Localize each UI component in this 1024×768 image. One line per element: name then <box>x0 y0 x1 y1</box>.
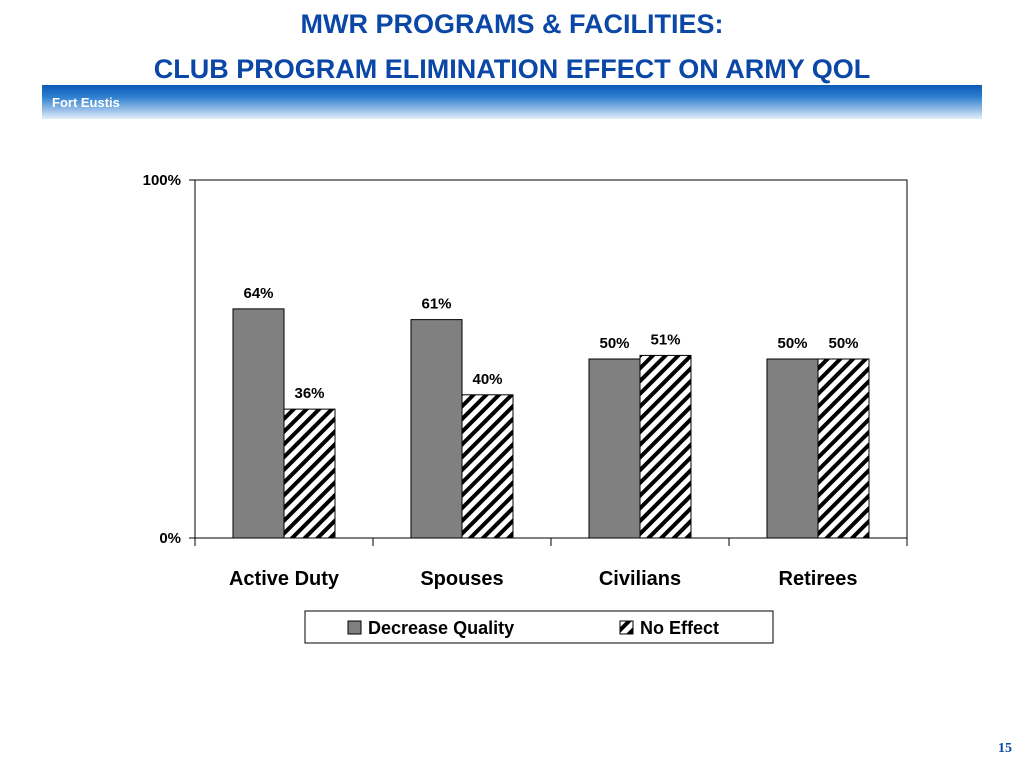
data-label: 61% <box>421 296 451 313</box>
bar-civilians-decrease-quality <box>588 358 641 539</box>
legend-label: Decrease Quality <box>368 618 514 638</box>
y-tick-label: 100% <box>143 172 181 189</box>
legend-swatch-no-effect <box>619 620 634 635</box>
data-label: 64% <box>243 285 273 302</box>
bar-spouses-no-effect <box>461 394 514 539</box>
data-label: 50% <box>599 335 629 352</box>
x-tick-label: Retirees <box>779 568 858 590</box>
slide-title-line1: MWR PROGRAMS & FACILITIES: <box>300 9 724 39</box>
bar-civilians-no-effect <box>639 354 692 539</box>
bar-retirees-decrease-quality <box>766 358 819 539</box>
subtitle-banner: Fort Eustis <box>42 85 982 119</box>
legend-box <box>304 610 774 644</box>
x-tick-label: Active Duty <box>229 568 340 590</box>
x-tick-label: Spouses <box>420 568 503 590</box>
data-label: 36% <box>294 385 324 402</box>
legend: Decrease Quality No Effect <box>304 610 774 644</box>
y-tick-label: 0% <box>159 530 181 547</box>
legend-swatch-decrease-quality <box>347 620 362 635</box>
data-label: 50% <box>828 335 858 352</box>
slide-title-line2: CLUB PROGRAM ELIMINATION EFFECT ON ARMY … <box>153 54 871 84</box>
x-tick-label: Civilians <box>599 568 681 590</box>
data-label: 50% <box>777 335 807 352</box>
bar-retirees-no-effect <box>817 358 870 539</box>
bar-active-duty-decrease-quality <box>232 308 285 539</box>
bar-active-duty-no-effect <box>283 408 336 539</box>
bar-spouses-decrease-quality <box>410 319 463 539</box>
subtitle-text: Fort Eustis <box>52 95 120 110</box>
page-number: 15 <box>998 741 1012 756</box>
data-label: 40% <box>472 371 502 388</box>
legend-label: No Effect <box>640 618 719 638</box>
data-label: 51% <box>650 331 680 348</box>
